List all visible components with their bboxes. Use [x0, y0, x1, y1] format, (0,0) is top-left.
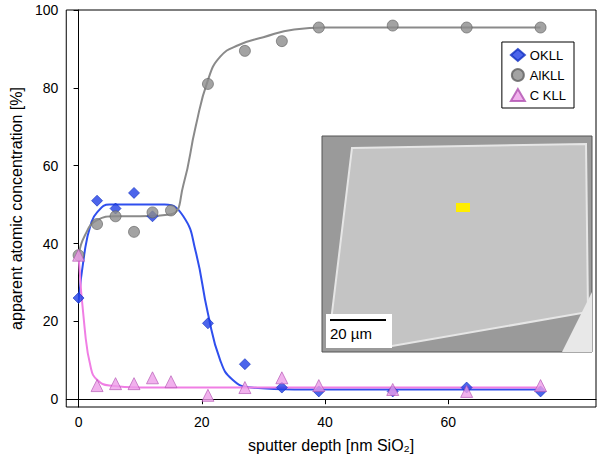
- svg-text:40: 40: [43, 236, 59, 252]
- svg-text:60: 60: [43, 158, 59, 174]
- svg-text:C KLL: C KLL: [530, 88, 566, 103]
- svg-text:60: 60: [440, 414, 456, 430]
- svg-text:40: 40: [317, 414, 333, 430]
- svg-text:20: 20: [194, 414, 210, 430]
- svg-text:20: 20: [43, 313, 59, 329]
- svg-text:100: 100: [35, 2, 59, 18]
- svg-text:0: 0: [50, 391, 58, 407]
- svg-text:AlKLL: AlKLL: [530, 68, 565, 83]
- svg-text:80: 80: [43, 80, 59, 96]
- svg-text:sputter depth [nm SiO₂]: sputter depth [nm SiO₂]: [248, 437, 414, 454]
- svg-text:OKLL: OKLL: [530, 48, 563, 63]
- svg-text:apparent atomic concentration: apparent atomic concentration [%]: [8, 87, 25, 330]
- svg-text:0: 0: [75, 414, 83, 430]
- svg-text:20 µm: 20 µm: [330, 325, 372, 342]
